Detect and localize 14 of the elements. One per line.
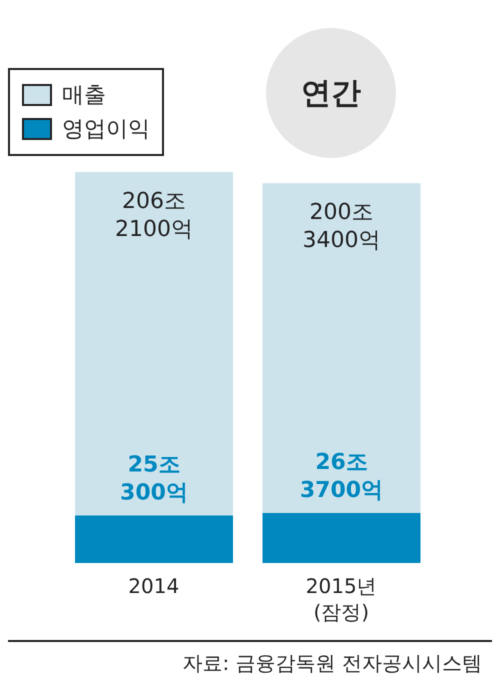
- bar: [262, 513, 420, 563]
- bar: [75, 516, 233, 563]
- x-tick-label: 2014: [128, 574, 180, 598]
- text: 자료: 금융감독원 전자공시시스템: [182, 650, 482, 677]
- data-label: 26조 3700억: [300, 450, 384, 503]
- total-label: 200조 3400억: [302, 200, 380, 254]
- total-label: 206조 2100억: [115, 189, 193, 242]
- bar: [262, 183, 420, 513]
- chart-title: 연간: [266, 28, 396, 158]
- x-tick-label: 2015년 (잠정): [306, 574, 377, 624]
- bar: [75, 172, 233, 516]
- text: 매출: [62, 82, 106, 110]
- data-label: 25조 300억: [120, 452, 188, 506]
- legend-label: 영업이익: [62, 116, 150, 144]
